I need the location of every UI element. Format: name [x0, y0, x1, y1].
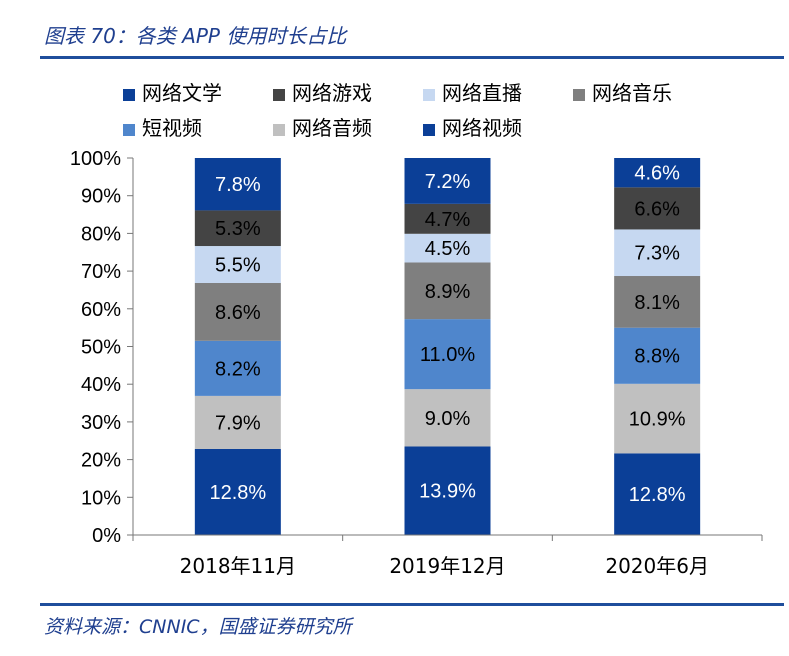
y-tick-label: 60% [81, 299, 121, 321]
x-category-label: 2019年12月 [389, 554, 505, 578]
y-tick-label: 40% [81, 374, 121, 396]
bottom-rule [40, 603, 784, 606]
bar-segment [404, 319, 491, 390]
x-category-label: 2020年6月 [605, 554, 709, 578]
data-label: 7.9% [215, 412, 261, 434]
legend-swatch [423, 124, 435, 136]
bar-segment [614, 187, 701, 230]
data-label: 12.8% [209, 482, 266, 504]
legend-label: 网络游戏 [292, 81, 372, 105]
bar-segment [194, 210, 281, 247]
bar-segment [404, 446, 491, 535]
data-label: 8.9% [425, 281, 471, 303]
data-label: 8.6% [215, 302, 261, 324]
y-axis: 0% 10% 20% 30% 40% 50% 60% 70% 80% 90% 100% [70, 148, 134, 547]
y-tick-label: 50% [81, 337, 121, 359]
data-label: 9.0% [425, 408, 471, 430]
legend-swatch [273, 124, 285, 136]
legend-label: 网络音乐 [592, 81, 672, 105]
data-label: 7.2% [425, 171, 471, 193]
y-tick-label: 80% [81, 223, 121, 245]
bar-segment [194, 282, 281, 341]
figure-title: 图表 70：各类 APP 使用时长占比 [44, 24, 347, 48]
bar-segment [404, 262, 491, 320]
legend-swatch [123, 124, 135, 136]
data-label: 8.2% [215, 358, 261, 380]
legend-label: 网络视频 [442, 116, 522, 140]
bar-segment [194, 340, 281, 396]
bar-segment [404, 389, 491, 447]
bar-segment [614, 158, 701, 188]
bar-segment [614, 229, 701, 277]
legend-swatch [573, 89, 585, 101]
legend-label: 网络音频 [292, 116, 372, 140]
bar-segment [614, 276, 701, 328]
data-label: 4.7% [425, 209, 471, 231]
y-tick-label: 70% [81, 261, 121, 283]
source-note: 资料来源：CNNIC，国盛证券研究所 [44, 616, 352, 638]
data-label: 7.3% [634, 243, 680, 265]
legend-label: 网络直播 [442, 81, 522, 105]
legend-label: 网络文学 [142, 81, 222, 105]
data-label: 8.1% [634, 292, 680, 314]
y-tick-label: 90% [81, 186, 121, 208]
bar-segment [614, 383, 701, 454]
y-tick-label: 10% [81, 487, 121, 509]
x-category-label: 2018年11月 [180, 554, 296, 578]
legend-swatch [123, 89, 135, 101]
bar-segment [614, 453, 701, 535]
bar-segment [614, 327, 701, 384]
legend-swatch [273, 89, 285, 101]
legend-label: 短视频 [142, 116, 202, 140]
bar-segment [194, 448, 281, 535]
data-label: 10.9% [629, 409, 686, 431]
data-label: 4.6% [634, 163, 680, 185]
x-axis: 2018年11月 2019年12月 2020年6月 [132, 534, 763, 578]
bar-segment [404, 158, 491, 204]
data-label: 7.8% [215, 174, 261, 196]
y-tick-label: 100% [70, 148, 121, 170]
bar-segment [194, 158, 281, 211]
bar-segment [404, 233, 491, 263]
data-label: 5.5% [215, 255, 261, 277]
data-label: 5.3% [215, 218, 261, 240]
bar-segment [404, 203, 491, 234]
data-label: 11.0% [420, 344, 475, 366]
y-tick-label: 0% [92, 525, 121, 547]
top-rule [40, 56, 784, 59]
y-tick-label: 30% [81, 412, 121, 434]
data-label: 8.8% [634, 346, 680, 368]
data-label: 6.6% [634, 198, 680, 220]
bars: 12.8% 7.9% 8.2% 8.6% 5.5% 5.3% 7.8% 13.9% 9.0% 11… [194, 158, 701, 535]
data-label: 4.5% [425, 238, 471, 260]
data-label: 12.8% [629, 484, 686, 506]
legend-swatch [423, 89, 435, 101]
bar-segment [194, 246, 281, 283]
y-tick-label: 20% [81, 450, 121, 472]
bar-segment [194, 395, 281, 449]
data-label: 13.9% [419, 481, 476, 503]
